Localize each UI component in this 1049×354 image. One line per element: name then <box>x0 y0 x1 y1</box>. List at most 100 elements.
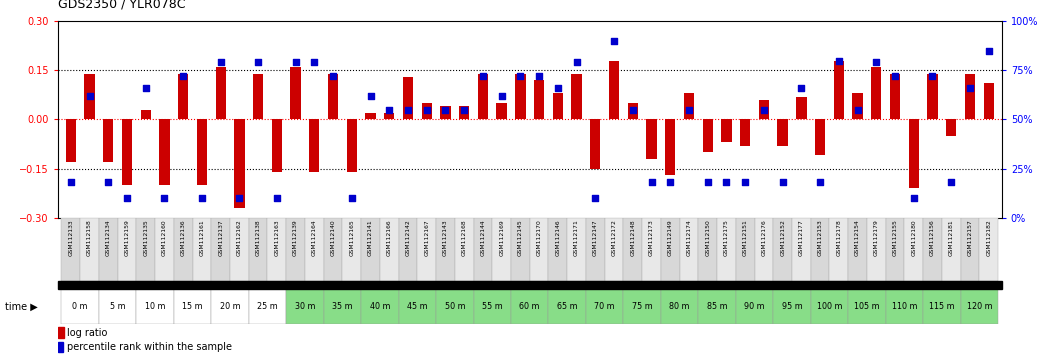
Bar <box>871 67 881 119</box>
Bar <box>811 218 830 281</box>
Text: 95 m: 95 m <box>782 302 802 311</box>
Bar <box>211 218 230 281</box>
Bar <box>361 218 380 281</box>
Bar <box>646 119 657 159</box>
Bar <box>361 289 399 324</box>
Point <box>943 179 960 185</box>
Bar <box>58 327 64 338</box>
Text: 45 m: 45 m <box>407 302 428 311</box>
Text: GSM112163: GSM112163 <box>275 219 279 256</box>
Text: 110 m: 110 m <box>892 302 917 311</box>
Text: GSM112173: GSM112173 <box>649 219 654 256</box>
Bar <box>234 119 244 208</box>
Point <box>343 195 360 201</box>
Text: log ratio: log ratio <box>67 328 107 338</box>
Bar <box>553 93 563 119</box>
Text: GSM112156: GSM112156 <box>930 219 935 256</box>
Bar <box>346 119 357 172</box>
Point <box>569 60 585 65</box>
Bar <box>99 289 136 324</box>
Point <box>269 195 285 201</box>
Point <box>849 107 865 113</box>
Text: GSM112148: GSM112148 <box>630 219 636 256</box>
Text: GSM112157: GSM112157 <box>967 219 972 257</box>
Text: GSM112171: GSM112171 <box>574 219 579 257</box>
Bar <box>591 119 600 169</box>
Point <box>474 73 491 79</box>
Bar <box>159 119 170 185</box>
Bar <box>661 218 680 281</box>
Point <box>193 195 210 201</box>
Bar <box>324 218 342 281</box>
Bar <box>342 218 361 281</box>
Point <box>381 107 398 113</box>
Bar <box>436 289 473 324</box>
Bar <box>286 289 324 324</box>
Text: 120 m: 120 m <box>966 302 992 311</box>
Text: GSM112165: GSM112165 <box>349 219 355 256</box>
Point <box>980 48 997 53</box>
Bar <box>699 289 735 324</box>
Bar <box>568 218 586 281</box>
Bar <box>627 103 638 119</box>
Text: GSM112155: GSM112155 <box>893 219 898 257</box>
Text: GSM112177: GSM112177 <box>799 219 804 257</box>
Bar <box>796 97 807 119</box>
Bar <box>324 289 361 324</box>
Text: GSM112144: GSM112144 <box>480 219 486 256</box>
Bar <box>178 74 189 119</box>
Point <box>662 179 679 185</box>
Bar <box>773 289 811 324</box>
Point <box>455 107 472 113</box>
Bar <box>272 119 282 172</box>
Bar <box>735 289 773 324</box>
Bar <box>117 218 136 281</box>
Bar <box>286 218 305 281</box>
Point <box>924 73 941 79</box>
Bar <box>141 110 151 119</box>
Text: GSM112180: GSM112180 <box>912 219 916 256</box>
Point <box>868 60 884 65</box>
Bar <box>103 119 113 162</box>
Bar <box>197 119 207 185</box>
Bar <box>441 106 451 119</box>
Point <box>362 93 379 99</box>
Point <box>605 38 622 44</box>
Point <box>643 179 660 185</box>
Bar <box>436 218 455 281</box>
Text: 50 m: 50 m <box>445 302 465 311</box>
Point <box>493 93 510 99</box>
Bar <box>511 289 549 324</box>
Text: GDS2350 / YLR078C: GDS2350 / YLR078C <box>58 0 186 11</box>
Bar <box>549 218 568 281</box>
Bar <box>811 289 849 324</box>
Bar <box>885 218 904 281</box>
Text: 70 m: 70 m <box>595 302 615 311</box>
Text: GSM112168: GSM112168 <box>462 219 467 256</box>
Text: GSM112164: GSM112164 <box>312 219 317 256</box>
Text: 55 m: 55 m <box>481 302 502 311</box>
Bar <box>309 119 320 172</box>
Point <box>137 85 154 91</box>
Text: GSM112176: GSM112176 <box>762 219 767 256</box>
Bar <box>680 218 699 281</box>
Bar <box>849 289 885 324</box>
Bar <box>853 93 862 119</box>
Point <box>175 73 192 79</box>
Bar <box>477 74 488 119</box>
Bar <box>942 218 961 281</box>
Point <box>700 179 716 185</box>
Bar <box>866 218 885 281</box>
Point <box>550 85 566 91</box>
Text: GSM112153: GSM112153 <box>817 219 822 256</box>
Bar <box>384 113 394 119</box>
Bar <box>623 218 642 281</box>
Bar <box>62 218 80 281</box>
Bar <box>99 218 117 281</box>
Point <box>812 179 829 185</box>
Text: GSM112175: GSM112175 <box>724 219 729 257</box>
Bar <box>403 77 413 119</box>
Bar <box>758 100 769 119</box>
Text: GSM112150: GSM112150 <box>705 219 710 256</box>
Bar <box>122 119 132 185</box>
